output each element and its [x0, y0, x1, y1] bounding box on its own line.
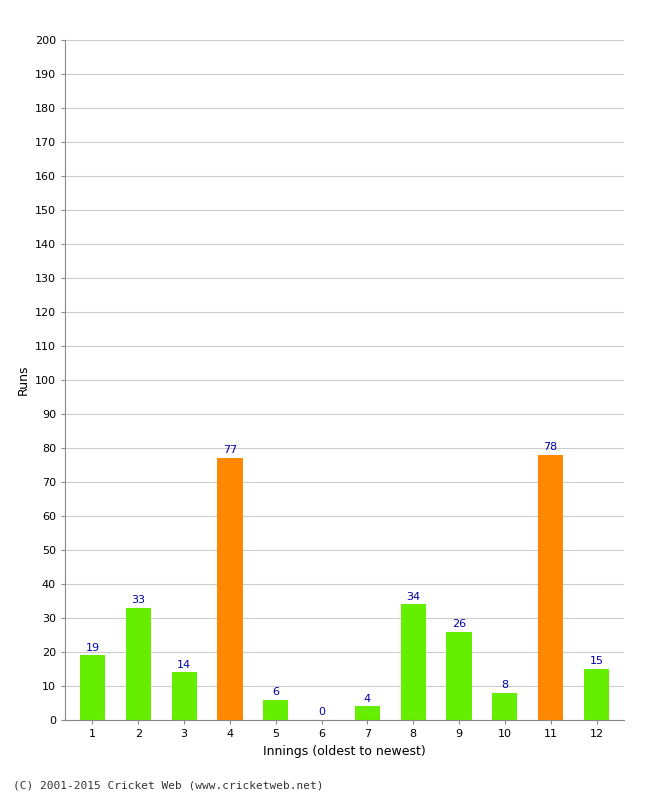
- Text: 26: 26: [452, 619, 466, 629]
- Text: 19: 19: [85, 642, 99, 653]
- Text: 78: 78: [543, 442, 558, 452]
- Bar: [447, 632, 472, 720]
- Text: 15: 15: [590, 656, 603, 666]
- Text: 6: 6: [272, 687, 280, 697]
- Bar: [263, 699, 289, 720]
- Bar: [172, 672, 197, 720]
- Text: 8: 8: [501, 680, 508, 690]
- Text: 77: 77: [223, 446, 237, 455]
- Text: 4: 4: [364, 694, 371, 704]
- Bar: [400, 605, 426, 720]
- Bar: [538, 454, 564, 720]
- Bar: [125, 608, 151, 720]
- Text: (C) 2001-2015 Cricket Web (www.cricketweb.net): (C) 2001-2015 Cricket Web (www.cricketwe…: [13, 781, 324, 790]
- Text: 14: 14: [177, 660, 191, 670]
- Text: 34: 34: [406, 592, 421, 602]
- Bar: [584, 669, 609, 720]
- Bar: [492, 693, 517, 720]
- Text: 0: 0: [318, 707, 325, 718]
- X-axis label: Innings (oldest to newest): Innings (oldest to newest): [263, 745, 426, 758]
- Bar: [217, 458, 242, 720]
- Y-axis label: Runs: Runs: [16, 365, 29, 395]
- Bar: [355, 706, 380, 720]
- Text: 33: 33: [131, 595, 146, 605]
- Bar: [80, 655, 105, 720]
